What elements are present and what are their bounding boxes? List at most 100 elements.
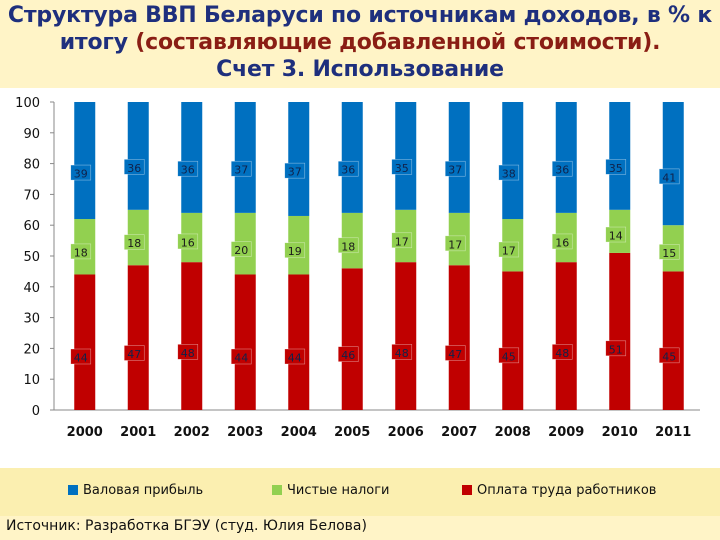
chart-title: Структура ВВП Беларуси по источникам дох… bbox=[0, 2, 720, 83]
x-tick-label: 2003 bbox=[227, 425, 263, 440]
legend-swatch bbox=[68, 485, 78, 495]
x-tick-label: 2007 bbox=[441, 425, 477, 440]
data-label-box bbox=[230, 241, 252, 257]
bar-segment bbox=[502, 271, 524, 410]
bar-segment bbox=[288, 274, 310, 410]
data-label: 48 bbox=[181, 347, 195, 360]
data-label-box bbox=[337, 160, 359, 177]
bar-segment bbox=[234, 102, 256, 213]
data-label-box bbox=[551, 160, 573, 177]
data-label-box bbox=[658, 244, 680, 260]
data-label-box bbox=[123, 234, 145, 250]
y-tick-label: 100 bbox=[15, 96, 40, 111]
legend-label: Оплата труда работников bbox=[477, 483, 657, 498]
data-label: 37 bbox=[448, 164, 462, 177]
data-label: 17 bbox=[448, 238, 462, 251]
data-label-box bbox=[337, 237, 359, 254]
bar-segment bbox=[288, 102, 310, 216]
data-label: 19 bbox=[288, 245, 302, 258]
data-label-box bbox=[177, 160, 199, 177]
bar-segment bbox=[502, 102, 524, 220]
bar-segment bbox=[127, 265, 149, 410]
x-tick-label: 2006 bbox=[388, 425, 424, 440]
legend: Валовая прибыль Чистые налоги Оплата труда… bbox=[0, 468, 720, 516]
bar-segment bbox=[395, 262, 417, 410]
data-label: 35 bbox=[609, 162, 623, 175]
data-label-box bbox=[444, 235, 466, 252]
data-label-box bbox=[123, 159, 145, 175]
data-label: 48 bbox=[555, 347, 569, 360]
data-label-box bbox=[70, 243, 92, 260]
y-tick-label: 0 bbox=[32, 404, 40, 419]
legend-label: Чистые налоги bbox=[287, 483, 390, 498]
data-label: 36 bbox=[341, 164, 355, 177]
data-label: 20 bbox=[234, 244, 248, 257]
data-label: 39 bbox=[74, 168, 88, 181]
data-label-box bbox=[230, 160, 252, 177]
data-label: 51 bbox=[609, 343, 623, 356]
data-label-box bbox=[551, 233, 573, 250]
x-tick-label: 2009 bbox=[548, 425, 584, 440]
data-label: 46 bbox=[341, 349, 355, 362]
y-tick-label: 40 bbox=[23, 281, 40, 296]
bar-segment bbox=[448, 265, 470, 410]
data-label: 44 bbox=[234, 352, 248, 365]
title-line-1: Структура ВВП Беларуси по источникам дох… bbox=[7, 3, 713, 28]
data-label: 41 bbox=[662, 171, 676, 184]
data-label-box bbox=[70, 348, 92, 365]
x-tick-label: 2004 bbox=[281, 425, 317, 440]
data-label-box bbox=[498, 164, 520, 181]
data-label: 47 bbox=[127, 348, 141, 361]
data-label: 36 bbox=[181, 164, 195, 177]
data-label: 44 bbox=[74, 352, 88, 365]
data-label-box bbox=[498, 241, 520, 258]
y-tick-label: 90 bbox=[23, 127, 40, 142]
data-label-box bbox=[444, 160, 466, 177]
data-label: 18 bbox=[127, 237, 141, 250]
legend-swatch bbox=[462, 485, 472, 495]
y-tick-label: 10 bbox=[23, 373, 40, 388]
bar-segment bbox=[395, 102, 417, 210]
x-tick-label: 2010 bbox=[602, 425, 638, 440]
bar-segment bbox=[555, 102, 577, 213]
x-tick-label: 2002 bbox=[174, 425, 210, 440]
data-label-box bbox=[123, 345, 145, 361]
data-label-box bbox=[391, 232, 413, 249]
data-label: 16 bbox=[555, 236, 569, 249]
data-label: 18 bbox=[341, 240, 355, 253]
data-label-box bbox=[391, 159, 413, 175]
data-label-box bbox=[230, 348, 252, 365]
data-label: 16 bbox=[181, 236, 195, 249]
data-label-box bbox=[658, 347, 680, 364]
data-label-box bbox=[444, 345, 466, 361]
x-tick-label: 2011 bbox=[655, 425, 691, 440]
data-label: 44 bbox=[288, 352, 302, 365]
data-label: 17 bbox=[395, 235, 409, 248]
bar-segment bbox=[609, 252, 631, 410]
legend-entry: Чистые налоги bbox=[272, 483, 389, 498]
bar-segment bbox=[181, 262, 203, 410]
y-tick-label: 60 bbox=[23, 219, 40, 234]
data-label-box bbox=[391, 344, 413, 360]
bar-segment bbox=[74, 102, 96, 220]
data-label-box bbox=[284, 162, 306, 179]
data-label: 36 bbox=[555, 164, 569, 177]
data-label-box bbox=[177, 233, 199, 250]
x-tick-label: 2001 bbox=[120, 425, 156, 440]
stacked-bar-chart: 0 10 20 30 40 50 60 70 80 90 100 44 18 39 2000 47 18 36 20… bbox=[15, 96, 700, 440]
title-line-3: Счет 3. Использование bbox=[216, 57, 504, 82]
y-tick-label: 30 bbox=[23, 312, 40, 327]
data-label: 45 bbox=[502, 350, 516, 363]
title-line-2-highlight: (составляющие добавленной стоимости). bbox=[135, 30, 661, 55]
legend-label: Валовая прибыль bbox=[83, 483, 204, 498]
data-label-box bbox=[177, 344, 199, 360]
data-label-box bbox=[284, 242, 306, 259]
y-tick-label: 80 bbox=[23, 158, 40, 173]
data-label-box bbox=[605, 226, 627, 243]
source-note: Источник: Разработка БГЭУ (студ. Юлия Бе… bbox=[6, 518, 367, 534]
bar-segment bbox=[127, 102, 149, 210]
bar-segment bbox=[341, 102, 363, 213]
data-label: 47 bbox=[448, 348, 462, 361]
bar-segment bbox=[662, 271, 684, 410]
y-tick-label: 20 bbox=[23, 342, 40, 357]
